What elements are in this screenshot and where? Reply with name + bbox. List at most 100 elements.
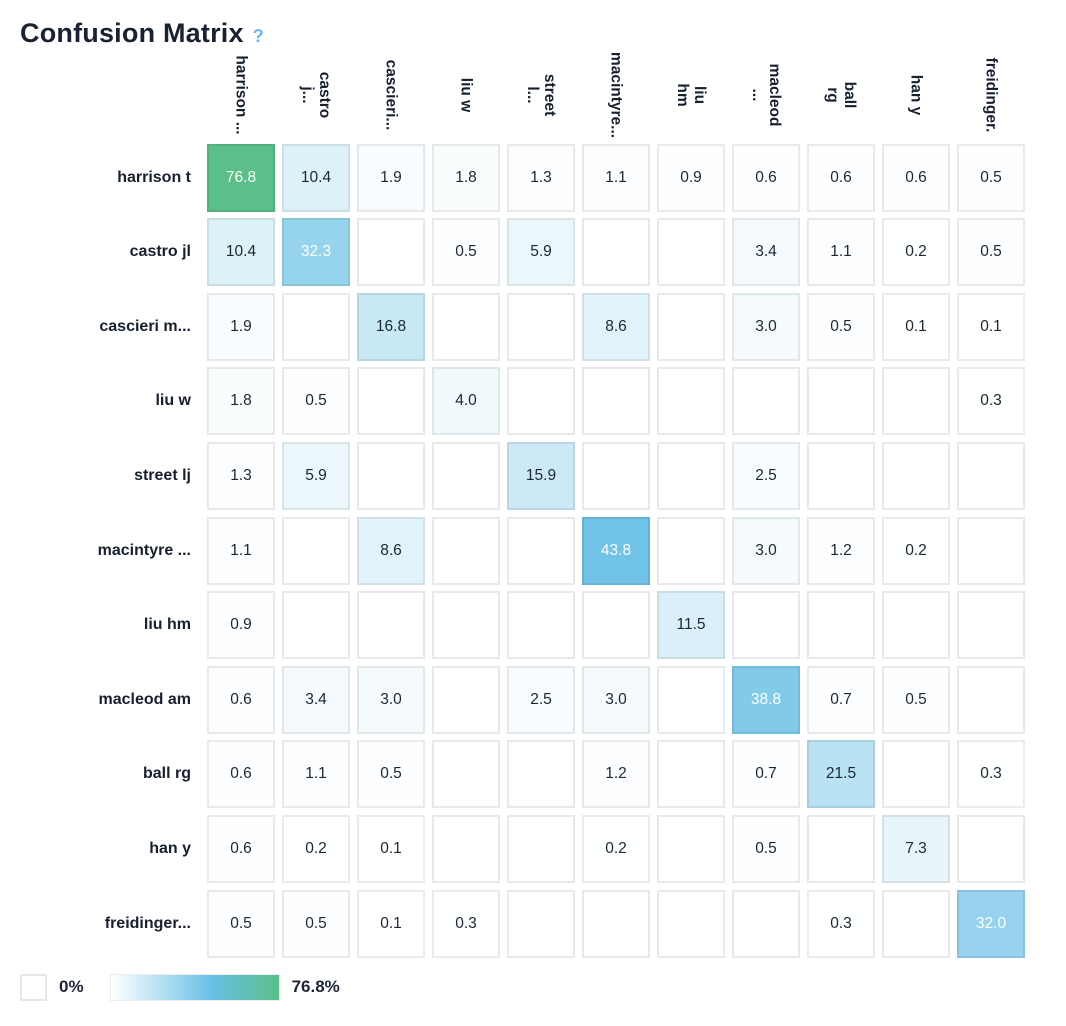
matrix-cell[interactable] [957, 591, 1025, 660]
matrix-cell[interactable] [432, 740, 500, 809]
matrix-cell[interactable] [807, 591, 875, 660]
matrix-cell[interactable]: 76.8 [207, 143, 275, 212]
matrix-cell[interactable]: 1.8 [207, 367, 275, 436]
matrix-cell[interactable] [507, 889, 575, 958]
help-icon[interactable]: ? [252, 26, 264, 46]
matrix-cell[interactable] [582, 591, 650, 660]
matrix-cell[interactable] [582, 441, 650, 510]
matrix-cell[interactable]: 3.4 [732, 218, 800, 287]
matrix-cell[interactable] [507, 591, 575, 660]
matrix-cell[interactable]: 1.2 [582, 740, 650, 809]
matrix-cell[interactable]: 0.2 [882, 516, 950, 585]
matrix-cell[interactable] [657, 441, 725, 510]
matrix-cell[interactable] [657, 889, 725, 958]
matrix-cell[interactable]: 1.3 [207, 441, 275, 510]
matrix-cell[interactable] [282, 591, 350, 660]
matrix-cell[interactable]: 0.1 [957, 292, 1025, 361]
matrix-cell[interactable]: 1.2 [807, 516, 875, 585]
matrix-cell[interactable] [957, 814, 1025, 883]
matrix-cell[interactable]: 8.6 [582, 292, 650, 361]
matrix-cell[interactable] [432, 814, 500, 883]
matrix-cell[interactable] [432, 441, 500, 510]
matrix-cell[interactable]: 1.1 [582, 143, 650, 212]
matrix-cell[interactable] [357, 591, 425, 660]
matrix-cell[interactable] [732, 889, 800, 958]
matrix-cell[interactable]: 0.9 [207, 591, 275, 660]
matrix-cell[interactable]: 0.1 [882, 292, 950, 361]
matrix-cell[interactable]: 1.9 [207, 292, 275, 361]
matrix-cell[interactable] [807, 441, 875, 510]
matrix-cell[interactable] [432, 516, 500, 585]
matrix-cell[interactable] [657, 292, 725, 361]
matrix-cell[interactable]: 0.3 [957, 367, 1025, 436]
matrix-cell[interactable]: 0.5 [732, 814, 800, 883]
matrix-cell[interactable]: 32.0 [957, 889, 1025, 958]
matrix-cell[interactable]: 0.1 [357, 889, 425, 958]
matrix-cell[interactable] [882, 591, 950, 660]
matrix-cell[interactable]: 0.7 [807, 665, 875, 734]
matrix-cell[interactable]: 0.2 [282, 814, 350, 883]
matrix-cell[interactable] [882, 441, 950, 510]
matrix-cell[interactable] [507, 292, 575, 361]
matrix-cell[interactable] [582, 367, 650, 436]
matrix-cell[interactable] [807, 814, 875, 883]
matrix-cell[interactable] [657, 218, 725, 287]
matrix-cell[interactable]: 0.7 [732, 740, 800, 809]
matrix-cell[interactable] [507, 516, 575, 585]
matrix-cell[interactable]: 0.5 [957, 143, 1025, 212]
matrix-cell[interactable] [432, 292, 500, 361]
matrix-cell[interactable]: 0.6 [207, 814, 275, 883]
matrix-cell[interactable]: 0.3 [432, 889, 500, 958]
matrix-cell[interactable]: 3.0 [582, 665, 650, 734]
matrix-cell[interactable]: 0.5 [282, 889, 350, 958]
matrix-cell[interactable]: 5.9 [282, 441, 350, 510]
matrix-cell[interactable]: 0.3 [957, 740, 1025, 809]
matrix-cell[interactable] [882, 367, 950, 436]
matrix-cell[interactable]: 1.3 [507, 143, 575, 212]
matrix-cell[interactable] [582, 889, 650, 958]
matrix-cell[interactable]: 0.9 [657, 143, 725, 212]
matrix-cell[interactable] [507, 814, 575, 883]
matrix-cell[interactable]: 0.5 [957, 218, 1025, 287]
matrix-cell[interactable]: 0.3 [807, 889, 875, 958]
matrix-cell[interactable] [507, 367, 575, 436]
matrix-cell[interactable]: 10.4 [207, 218, 275, 287]
matrix-cell[interactable]: 4.0 [432, 367, 500, 436]
matrix-cell[interactable]: 3.0 [732, 516, 800, 585]
matrix-cell[interactable] [282, 292, 350, 361]
matrix-cell[interactable]: 16.8 [357, 292, 425, 361]
matrix-cell[interactable]: 0.6 [207, 665, 275, 734]
matrix-cell[interactable]: 3.0 [732, 292, 800, 361]
matrix-cell[interactable]: 0.5 [432, 218, 500, 287]
matrix-cell[interactable]: 0.2 [882, 218, 950, 287]
matrix-cell[interactable]: 1.9 [357, 143, 425, 212]
matrix-cell[interactable]: 0.5 [207, 889, 275, 958]
matrix-cell[interactable]: 0.6 [207, 740, 275, 809]
matrix-cell[interactable]: 1.1 [282, 740, 350, 809]
matrix-cell[interactable]: 0.2 [582, 814, 650, 883]
matrix-cell[interactable] [657, 740, 725, 809]
matrix-cell[interactable]: 0.1 [357, 814, 425, 883]
matrix-cell[interactable] [882, 740, 950, 809]
matrix-cell[interactable] [507, 740, 575, 809]
matrix-cell[interactable]: 3.4 [282, 665, 350, 734]
matrix-cell[interactable] [282, 516, 350, 585]
matrix-cell[interactable]: 43.8 [582, 516, 650, 585]
matrix-cell[interactable]: 2.5 [507, 665, 575, 734]
matrix-cell[interactable]: 7.3 [882, 814, 950, 883]
matrix-cell[interactable] [357, 441, 425, 510]
matrix-cell[interactable] [582, 218, 650, 287]
matrix-cell[interactable] [657, 367, 725, 436]
matrix-cell[interactable]: 0.5 [882, 665, 950, 734]
matrix-cell[interactable]: 8.6 [357, 516, 425, 585]
matrix-cell[interactable]: 1.1 [207, 516, 275, 585]
matrix-cell[interactable] [357, 218, 425, 287]
matrix-cell[interactable]: 10.4 [282, 143, 350, 212]
matrix-cell[interactable]: 15.9 [507, 441, 575, 510]
matrix-cell[interactable] [732, 591, 800, 660]
matrix-cell[interactable]: 0.6 [732, 143, 800, 212]
matrix-cell[interactable] [357, 367, 425, 436]
matrix-cell[interactable]: 0.5 [807, 292, 875, 361]
matrix-cell[interactable]: 5.9 [507, 218, 575, 287]
matrix-cell[interactable]: 3.0 [357, 665, 425, 734]
